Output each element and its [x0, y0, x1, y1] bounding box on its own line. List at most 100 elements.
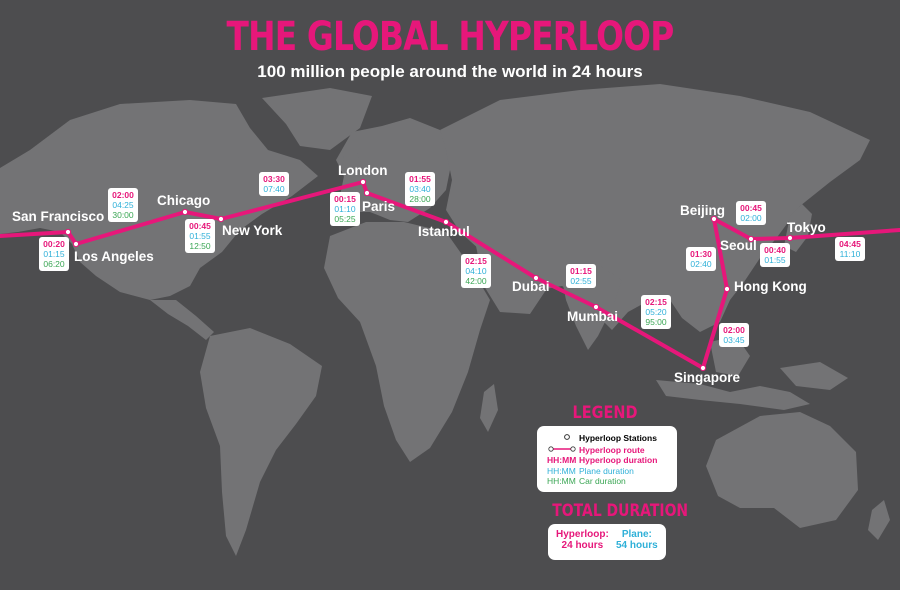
hyperloop-duration: 00:45: [740, 203, 762, 213]
station-istanbul: [442, 218, 450, 226]
station-marker-icon: [547, 432, 579, 444]
hyperloop-duration: 00:20: [43, 239, 65, 249]
route-segment-dubai-mumbai: [534, 276, 598, 309]
page-subtitle: 100 million people around the world in 2…: [257, 62, 643, 81]
legend-route-label: Hyperloop route: [579, 444, 645, 455]
hyperloop-duration: 01:15: [570, 266, 592, 276]
plane-duration: 01:15: [43, 249, 65, 259]
plane-duration: 05:20: [645, 307, 667, 317]
station-seoul: [747, 235, 755, 243]
total-hyperloop: Hyperloop: 24 hours: [556, 529, 609, 551]
route-segment-hong-kong-beijing: [712, 217, 729, 291]
hyperloop-duration: 00:15: [334, 194, 356, 204]
plane-duration: 03:40: [409, 184, 431, 194]
total-plane-value: 54 hours: [616, 540, 658, 551]
plane-duration: 01:10: [334, 204, 356, 214]
landmass-central-america: [150, 300, 214, 340]
car-duration: 05:25: [334, 214, 356, 224]
route-segment-seoul-tokyo: [749, 236, 792, 241]
hyperloop-duration: 02:00: [723, 325, 745, 335]
total-duration-box: Hyperloop: 24 hours Plane: 54 hours: [548, 524, 666, 560]
total-hyperloop-value: 24 hours: [561, 540, 604, 551]
legend-title: LEGEND: [572, 403, 638, 423]
route-segment-beijing-seoul: [712, 217, 753, 241]
route-segment-los-angeles-chicago: [74, 210, 187, 246]
landmass-new-guinea: [780, 362, 848, 390]
duration-box-seoul-tokyo: 00:40 01:55: [760, 243, 790, 267]
city-label-paris: Paris: [362, 199, 396, 214]
landmass-indonesia: [656, 380, 810, 410]
plane-duration: 04:25: [112, 200, 134, 210]
car-duration: 28:00: [409, 194, 431, 204]
city-label-chicago: Chicago: [157, 193, 211, 208]
duration-box-sf-la: 00:20 01:15 06:20: [39, 237, 69, 271]
duration-box-chicago-ny: 00:45 01:55 12:50: [185, 219, 215, 253]
city-label-mumbai: Mumbai: [567, 309, 619, 324]
city-label-singapore: Singapore: [674, 370, 741, 385]
plane-duration: 03:45: [723, 335, 745, 345]
total-duration-title: TOTAL DURATION: [552, 501, 689, 521]
duration-box-london-paris: 00:15 01:10 05:25: [330, 192, 360, 226]
legend-row-plane: HH:MM Plane duration: [547, 466, 673, 477]
landmass-north-america: [0, 100, 318, 300]
duration-box-singapore-hongkong: 02:00 03:45: [719, 323, 749, 347]
car-duration: 30:00: [112, 210, 134, 220]
city-label-beijing: Beijing: [680, 203, 726, 218]
plane-duration: 02:40: [690, 259, 712, 269]
plane-duration: 11:10: [839, 249, 861, 259]
station-san-francisco: [64, 228, 72, 236]
legend-car-label: Car duration: [579, 476, 626, 486]
car-duration: 42:00: [465, 276, 487, 286]
city-label-dubai: Dubai: [512, 279, 550, 294]
duration-box-la-chicago: 02:00 04:25 30:00: [108, 188, 138, 222]
legend-row-stations: Hyperloop Stations: [547, 432, 673, 444]
hyperloop-duration: 00:40: [764, 245, 786, 255]
station-hong-kong: [723, 285, 731, 293]
hyperloop-duration: 02:15: [465, 256, 487, 266]
car-duration: 06:20: [43, 259, 65, 269]
station-tokyo: [786, 234, 794, 242]
city-label-seoul: Seoul: [720, 238, 757, 253]
landmass-madagascar: [480, 384, 498, 432]
route-segment-east-edge: [788, 228, 900, 240]
legend-stations-label: Hyperloop Stations: [579, 433, 657, 443]
legend-car-key: HH:MM: [547, 476, 576, 486]
station-chicago: [181, 208, 189, 216]
route-segment-chicago-new-york: [183, 210, 223, 221]
landmass-greenland: [262, 88, 372, 150]
continents: [0, 84, 890, 556]
duration-box-mumbai-singapore: 02:15 05:20 95:00: [641, 295, 671, 329]
route-segment-new-york-london: [219, 180, 365, 221]
duration-box-ny-london: 03:30 07:40: [259, 172, 289, 196]
route-segment-singapore-hong-kong: [701, 287, 729, 370]
city-label-hong-kong: Hong Kong: [734, 279, 807, 294]
legend-hyperloop-key: HH:MM: [547, 455, 577, 465]
station-paris: [363, 189, 371, 197]
hyperloop-duration: 03:30: [263, 174, 285, 184]
plane-duration: 01:55: [189, 231, 211, 241]
hyperloop-duration: 02:00: [112, 190, 134, 200]
landmass-new-zealand: [868, 500, 890, 540]
car-duration: 12:50: [189, 241, 211, 251]
duration-box-dubai-mumbai: 01:15 02:55: [566, 264, 596, 288]
total-hyperloop-label: Hyperloop:: [556, 529, 609, 540]
legend-hyperloop-label: Hyperloop duration: [579, 455, 658, 465]
landmass-australia: [706, 412, 858, 528]
city-label-istanbul: Istanbul: [418, 224, 470, 239]
hyperloop-duration: 02:15: [645, 297, 667, 307]
legend: Hyperloop Stations Hyperloop route HH:MM…: [537, 426, 677, 492]
city-label-new-york: New York: [222, 223, 283, 238]
landmass-uk: [342, 150, 362, 184]
plane-duration: 01:55: [764, 255, 786, 265]
legend-row-route: Hyperloop route: [547, 444, 673, 456]
duration-box-tokyo-sf: 04:45 11:10: [835, 237, 865, 261]
station-los-angeles: [72, 240, 80, 248]
city-label-tokyo: Tokyo: [787, 220, 826, 235]
legend-row-car: HH:MM Car duration: [547, 476, 673, 487]
plane-duration: 02:55: [570, 276, 592, 286]
hyperloop-duration: 00:45: [189, 221, 211, 231]
route-segment-west-edge: [0, 230, 70, 238]
plane-duration: 02:00: [740, 213, 762, 223]
landmass-arabia: [476, 246, 546, 314]
